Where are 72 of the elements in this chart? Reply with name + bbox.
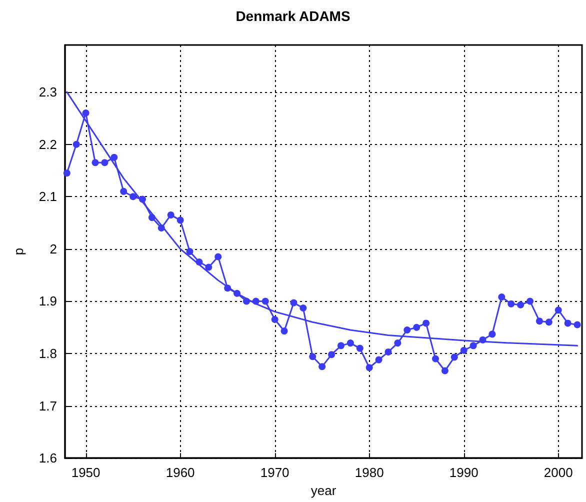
point: [422, 320, 430, 327]
x-tick-label: 1960: [166, 465, 195, 480]
point: [526, 298, 534, 305]
point: [508, 300, 515, 308]
point: [394, 340, 402, 347]
point: [158, 224, 165, 232]
point: [130, 193, 137, 200]
point: [328, 351, 336, 358]
point: [176, 216, 184, 224]
point: [450, 354, 458, 361]
y-tick-label: 1.6: [38, 450, 57, 466]
x-tick-label: 1970: [260, 465, 290, 480]
y-tick-label: 2.3: [38, 84, 57, 100]
x-axis-title: year: [310, 483, 337, 498]
point: [318, 363, 326, 370]
point: [470, 342, 477, 350]
y-tick-label: 1.8: [38, 346, 57, 362]
point: [148, 214, 156, 222]
point: [186, 248, 194, 256]
y-tick-label: 1.9: [38, 294, 57, 309]
point: [92, 159, 99, 166]
x-tick-label: 2000: [544, 465, 573, 480]
point: [120, 188, 128, 195]
point: [82, 109, 90, 116]
point: [564, 320, 572, 327]
point: [479, 336, 486, 344]
point: [337, 342, 344, 350]
y-tick-label: 2.2: [38, 136, 57, 152]
y-tick-label: 1.7: [38, 398, 57, 414]
x-tick-label: 1990: [449, 465, 478, 480]
point: [536, 318, 543, 325]
point: [214, 253, 222, 260]
y-tick-label: 2.1: [38, 189, 57, 204]
point: [224, 284, 232, 292]
point: [384, 348, 392, 356]
point: [309, 353, 316, 360]
y-tick-label: 2: [50, 241, 57, 256]
point: [375, 356, 382, 364]
point: [110, 154, 118, 161]
point: [366, 364, 373, 372]
point: [262, 298, 269, 305]
point: [404, 326, 411, 334]
point: [101, 159, 108, 166]
point: [196, 258, 203, 266]
x-tick-label: 1950: [71, 465, 100, 480]
chart-title: Denmark ADAMS: [236, 8, 350, 24]
point: [252, 298, 260, 305]
point: [346, 340, 354, 347]
point: [517, 301, 524, 308]
point: [498, 294, 506, 301]
point: [242, 298, 250, 305]
point: [574, 321, 581, 328]
point: [441, 367, 448, 374]
point: [300, 304, 307, 312]
point: [271, 316, 278, 324]
point: [413, 324, 420, 331]
point: [167, 211, 174, 218]
point: [234, 290, 241, 297]
point: [460, 346, 468, 354]
point: [139, 196, 146, 203]
point: [432, 355, 439, 362]
x-tick-label: 1980: [354, 465, 384, 480]
point: [205, 264, 212, 271]
point: [488, 330, 496, 338]
y-axis-title: p: [11, 248, 26, 256]
point: [63, 170, 70, 177]
point: [545, 318, 552, 326]
point: [290, 299, 298, 306]
point: [356, 344, 364, 352]
point: [72, 140, 80, 148]
point: [554, 306, 562, 314]
point: [280, 328, 288, 335]
